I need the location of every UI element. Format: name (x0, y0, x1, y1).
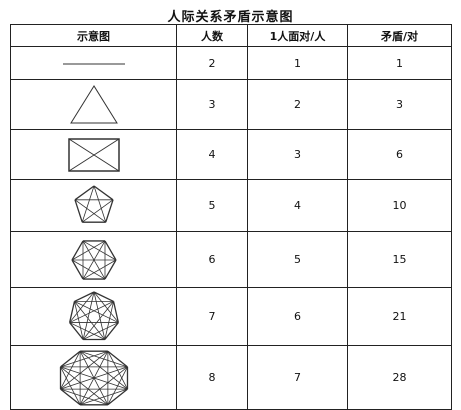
graph-edge (82, 240, 105, 279)
graph-edge (93, 291, 119, 323)
people-cell: 5 (176, 179, 248, 232)
graph-edge (68, 300, 75, 323)
graph-edge (81, 185, 94, 222)
diagram-cell (10, 231, 177, 288)
line-diagram (62, 63, 125, 65)
graph-edge (104, 199, 114, 222)
graph-edge (70, 259, 84, 279)
people-cell: 2 (176, 46, 248, 80)
graph-edge (73, 300, 84, 340)
table-row: 7 6 21 (10, 287, 452, 346)
header-face-per-person: 1人面对/人 (247, 24, 348, 47)
graph-edge (82, 300, 114, 340)
graph-edge (59, 366, 80, 405)
hexagon-diagram (70, 239, 117, 280)
triangle-diagram (69, 84, 118, 123)
table-row: 3 2 3 (10, 79, 452, 130)
diagram-cell (10, 129, 177, 180)
table-row: 4 3 6 (10, 129, 452, 180)
people-cell: 8 (176, 345, 248, 410)
conflicts-cell: 21 (347, 287, 452, 346)
page-title: 人际关系矛盾示意图 (167, 10, 294, 25)
people-cell: 3 (176, 79, 248, 130)
graph-edge (73, 300, 105, 340)
conflicts-cell: 1 (347, 46, 452, 80)
graph-edge (112, 300, 119, 323)
conflict-table: 示意图 人数 1人面对/人 矛盾/对 2 1 1 (10, 24, 452, 410)
graph-edge (103, 259, 117, 279)
face-cell: 5 (247, 231, 348, 288)
graph-edge (59, 350, 108, 389)
graph-edge (73, 199, 83, 222)
diagram-cell (10, 79, 177, 130)
graph-edge (59, 350, 81, 367)
people-cell: 6 (176, 231, 248, 288)
diagram-cell (10, 179, 177, 232)
graph-edge (68, 321, 84, 340)
graph-edge (81, 198, 113, 223)
face-cell: 7 (247, 345, 348, 410)
graph-edge (93, 185, 106, 222)
pentagon-diagram (73, 184, 114, 223)
graph-edge (59, 350, 80, 389)
face-cell: 6 (247, 287, 348, 346)
graph-edge (74, 198, 106, 223)
graph-edge (93, 184, 113, 200)
table-row: 8 7 28 (10, 345, 452, 410)
table-row: 2 1 1 (10, 46, 452, 80)
graph-edge (68, 321, 105, 340)
diagram-cell (10, 345, 177, 410)
diagram-cell (10, 287, 177, 346)
header-diagram: 示意图 (10, 24, 177, 47)
people-cell: 7 (176, 287, 248, 346)
graph-edge (106, 388, 128, 405)
face-cell: 3 (247, 129, 348, 180)
conflicts-cell: 6 (347, 129, 452, 180)
people-cell: 4 (176, 129, 248, 180)
graph-edge (106, 350, 128, 367)
face-cell: 4 (247, 179, 348, 232)
graph-edge (79, 350, 128, 389)
face-cell: 1 (247, 46, 348, 80)
graph-edge (74, 184, 94, 200)
conflicts-cell: 15 (347, 231, 452, 288)
square-diagram (67, 137, 120, 172)
conflicts-cell: 3 (347, 79, 452, 130)
table-row: 5 4 10 (10, 179, 452, 232)
diagram-cell (10, 46, 177, 80)
heptagon-diagram (68, 290, 119, 340)
graph-edge (82, 291, 94, 340)
graph-edge (79, 350, 128, 367)
header-people: 人数 (176, 24, 248, 47)
table-row: 6 5 15 (10, 231, 452, 288)
graph-edge (73, 300, 119, 323)
table-header-row: 示意图 人数 1人面对/人 矛盾/对 (10, 24, 452, 47)
graph-edge (79, 350, 108, 405)
graph-edge (93, 291, 105, 340)
octagon-diagram (59, 350, 128, 405)
graph-edge (59, 388, 108, 405)
graph-edge (68, 291, 94, 323)
graph-edge (68, 300, 114, 323)
header-conflict-pairs: 矛盾/对 (347, 24, 452, 47)
graph-edge (82, 321, 119, 340)
graph-edge (79, 366, 128, 405)
conflicts-cell: 10 (347, 179, 452, 232)
graph-edge (70, 240, 84, 260)
conflicts-cell: 28 (347, 345, 452, 410)
graph-edge (73, 290, 94, 302)
graph-edge (103, 300, 114, 340)
graph-edge (59, 388, 81, 405)
graph-edge (93, 290, 114, 302)
graph-edge (103, 240, 117, 260)
graph-edge (71, 240, 105, 260)
graph-edge (59, 366, 108, 405)
graph-edge (103, 321, 119, 340)
face-cell: 2 (247, 79, 348, 130)
